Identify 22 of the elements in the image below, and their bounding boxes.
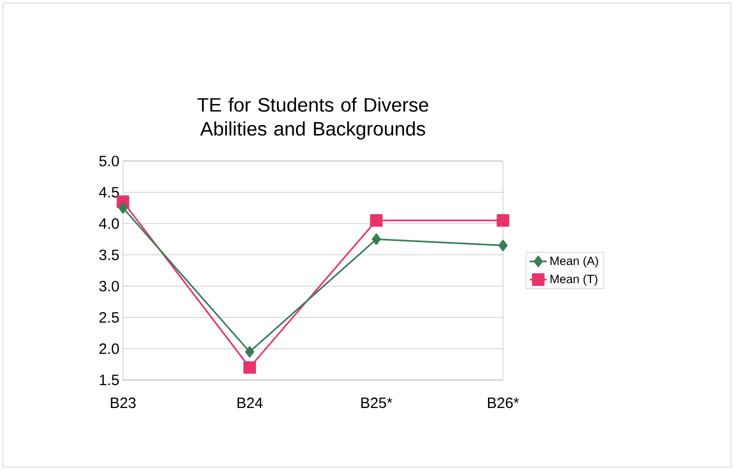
x-tick-label: B26*: [488, 398, 519, 408]
y-tick-label: 5.0: [99, 156, 119, 166]
y-tick-label: 3.0: [99, 280, 119, 292]
point: [496, 214, 510, 227]
y-tick-label: 3.5: [99, 250, 119, 260]
point: [498, 240, 508, 252]
y-tick-label: 2.0: [99, 343, 119, 354]
y-tick-label: 4.0: [99, 218, 119, 229]
point: [243, 361, 256, 374]
point: [372, 233, 381, 245]
y-tick-label: 1.5: [100, 374, 119, 386]
point: [118, 202, 128, 214]
legend-label: Mean (A): [550, 256, 598, 268]
point: [245, 346, 254, 358]
point: [370, 214, 383, 227]
y-tick-label: 2.5: [99, 312, 119, 323]
x-tick-label: B25*: [361, 398, 392, 408]
x-tick-label: B23: [110, 398, 136, 408]
x-tick-label: B24: [238, 398, 263, 408]
chart-title: TE for Students of Diverse Abilities and Backgrounds: [197, 97, 428, 140]
y-tick-label: 4.5: [99, 187, 119, 198]
legend-label: Mean (T): [550, 274, 598, 286]
